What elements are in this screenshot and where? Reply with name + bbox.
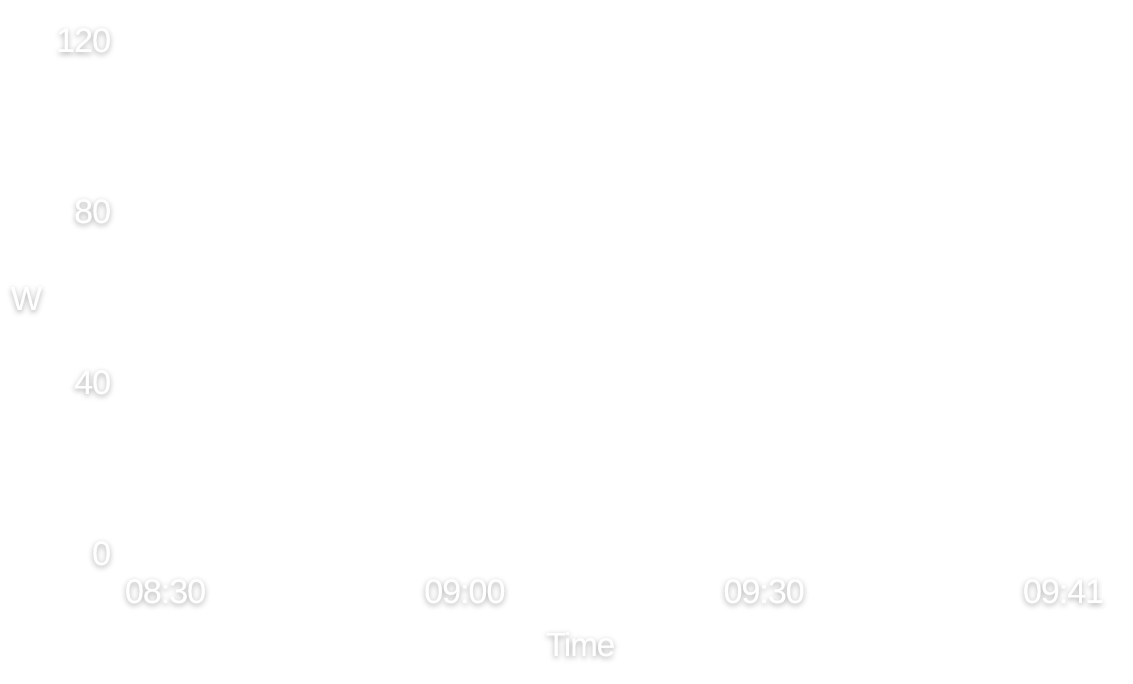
y-tick-label: 0	[92, 535, 110, 573]
y-axis-title: W	[11, 280, 43, 317]
x-tick-label: 08:30	[125, 573, 205, 611]
x-tick-label: 09:41	[1023, 573, 1103, 611]
y-axis-ticks: 0 40 80 120	[56, 22, 111, 573]
y-tick-label: 40	[74, 364, 110, 402]
x-tick-label: 09:00	[424, 573, 504, 611]
x-tick-label: 09:30	[724, 573, 804, 611]
x-axis-ticks: 08:30 09:00 09:30 09:41	[125, 573, 1104, 611]
x-axis-title: Time	[546, 626, 614, 663]
y-tick-label: 120	[56, 22, 110, 60]
y-tick-label: 80	[74, 193, 110, 231]
